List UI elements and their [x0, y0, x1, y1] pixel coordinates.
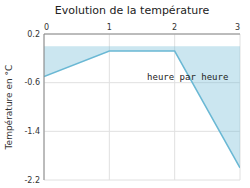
y-axis [44, 34, 45, 180]
area [44, 46, 240, 168]
annotation: heure par heure [147, 72, 228, 82]
y-tick-label: 0.2 [27, 30, 40, 39]
chart: 0.2 -0.6 -1.4 -2.2 0 1 2 3 Evolution de la tempé… [0, 0, 250, 188]
grid-line-x [44, 34, 45, 180]
grid-line-x [174, 34, 175, 180]
line [44, 51, 240, 168]
x-tick-label: 1 [107, 23, 112, 32]
grid-line-y [44, 34, 240, 35]
plot-background [44, 34, 240, 180]
chart-container: 0.2 -0.6 -1.4 -2.2 0 1 2 3 Evolution de la tempé… [0, 0, 250, 188]
x-tick-label: 3 [235, 23, 240, 32]
y-tick-label: -1.4 [24, 127, 40, 136]
y-axis-label: Température en °C [4, 65, 14, 151]
y-tick-label: -0.6 [24, 78, 40, 87]
x-tick-label: 2 [172, 23, 177, 32]
x-tick-label: 0 [44, 23, 49, 32]
data-area [44, 46, 240, 168]
title: Evolution de la température [55, 4, 210, 17]
page: {"chart_data": {"type": "area", "title":… [0, 0, 250, 188]
grid-line-x [109, 34, 110, 180]
y-tick-label: -2.2 [24, 176, 40, 185]
grid-line-y [44, 131, 240, 132]
grid [44, 34, 240, 180]
x-axis [44, 34, 240, 35]
grid-line-y [44, 180, 240, 181]
